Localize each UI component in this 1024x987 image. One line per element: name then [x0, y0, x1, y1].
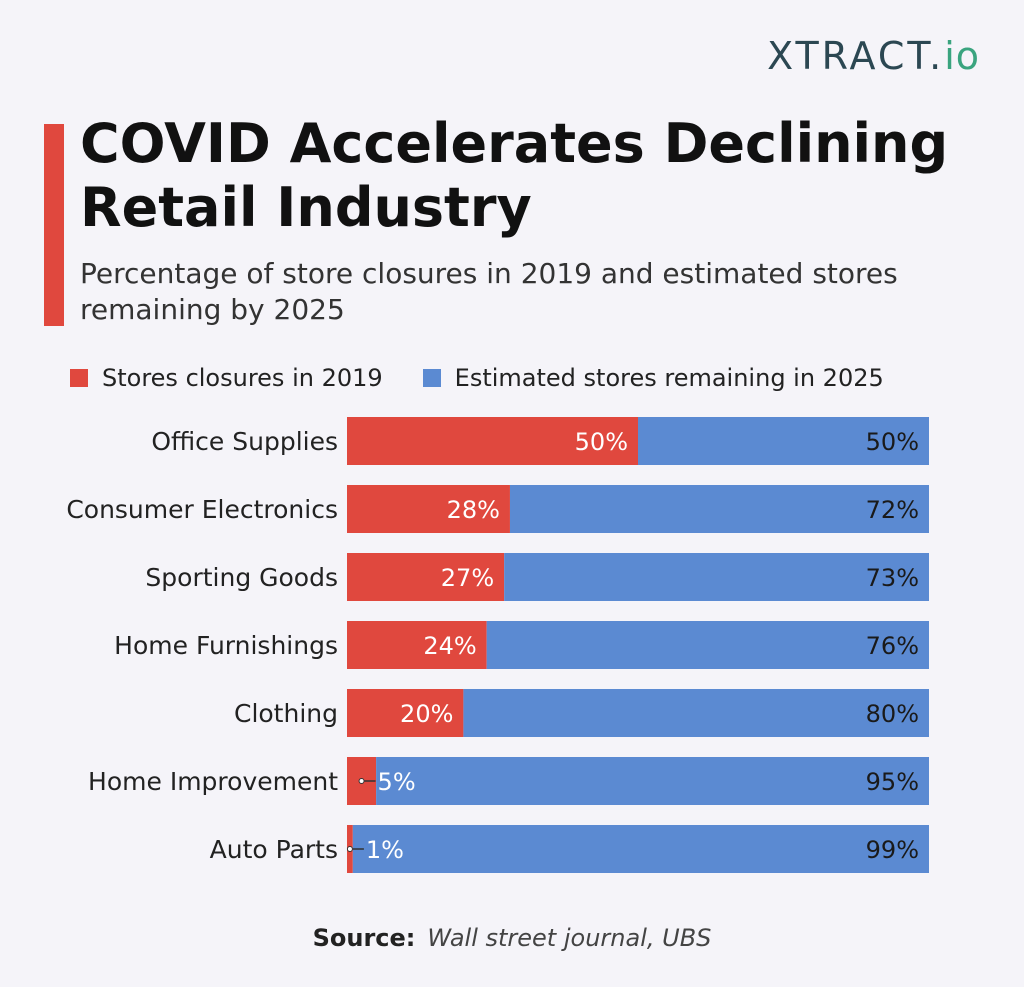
category-label: Home Improvement: [88, 767, 338, 796]
category-label: Consumer Electronics: [66, 495, 338, 524]
logo-dot: .: [929, 34, 945, 78]
bar-closures: [347, 621, 487, 669]
data-label-remaining: 73%: [866, 564, 919, 592]
data-label-remaining: 80%: [866, 700, 919, 728]
data-label-closures: 28%: [447, 496, 500, 524]
data-label-closures: 50%: [575, 428, 628, 456]
data-label-closures: 27%: [441, 564, 494, 592]
data-label-remaining: 95%: [866, 768, 919, 796]
bar-remaining: [463, 689, 929, 737]
data-label-closures: 1%: [366, 836, 404, 864]
bar-remaining: [352, 825, 929, 873]
source-note: Source: Wall street journal, UBS: [0, 924, 1024, 952]
data-label-remaining: 76%: [866, 632, 919, 660]
data-label-closures: 5%: [378, 768, 416, 796]
bar-remaining: [509, 485, 929, 533]
legend-label-remaining: Estimated stores remaining in 2025: [454, 364, 884, 392]
data-label-remaining: 50%: [866, 428, 919, 456]
logo-suffix: io: [944, 34, 980, 78]
category-label: Clothing: [234, 699, 338, 728]
data-label-remaining: 99%: [866, 836, 919, 864]
data-label-closures: 24%: [423, 632, 476, 660]
leader-dot: [346, 846, 353, 852]
category-label: Home Furnishings: [114, 631, 338, 660]
source-text: Wall street journal, UBS: [427, 924, 712, 952]
bar-closures: [347, 485, 510, 533]
source-label: Source:: [312, 924, 416, 952]
legend-item-closures: Stores closures in 2019: [70, 364, 383, 392]
chart-title: COVID Accelerates Declining Retail Indus…: [80, 112, 949, 239]
category-label: Sporting Goods: [145, 563, 338, 592]
bar-closures: [347, 553, 505, 601]
bar-remaining: [504, 553, 929, 601]
data-label-remaining: 72%: [866, 496, 919, 524]
category-label: Auto Parts: [210, 835, 338, 864]
title-accent-bar: [44, 124, 64, 326]
chart-legend: Stores closures in 2019 Estimated stores…: [70, 364, 924, 392]
data-label-closures: 20%: [400, 700, 453, 728]
bar-remaining: [638, 417, 929, 465]
legend-item-remaining: Estimated stores remaining in 2025: [422, 364, 884, 392]
legend-swatch-closures: [70, 369, 88, 387]
bar-closures: [347, 689, 464, 737]
bar-remaining: [486, 621, 929, 669]
logo-main: XTRACT: [767, 34, 930, 78]
leader-dot: [358, 778, 365, 784]
legend-label-closures: Stores closures in 2019: [102, 364, 383, 392]
chart-subtitle: Percentage of store closures in 2019 and…: [80, 257, 898, 326]
category-label: Office Supplies: [151, 427, 338, 456]
brand-logo: XTRACT.io: [767, 34, 980, 78]
legend-swatch-remaining: [422, 369, 441, 387]
bar-closures: [347, 417, 638, 465]
bar-remaining: [376, 757, 930, 805]
